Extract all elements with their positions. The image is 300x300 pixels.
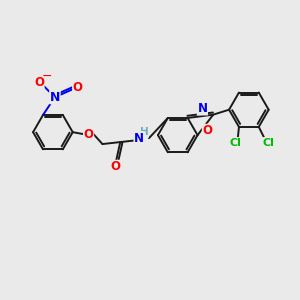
Text: N: N — [197, 102, 207, 115]
Text: O: O — [84, 128, 94, 141]
Text: N: N — [134, 132, 144, 145]
Text: O: O — [202, 124, 212, 137]
Text: Cl: Cl — [229, 138, 241, 148]
Text: −: − — [42, 70, 52, 83]
Text: O: O — [110, 160, 120, 173]
Text: Cl: Cl — [263, 138, 274, 148]
Text: N: N — [50, 91, 60, 104]
Text: O: O — [34, 76, 44, 89]
Text: O: O — [73, 81, 83, 94]
Text: H: H — [140, 127, 148, 137]
